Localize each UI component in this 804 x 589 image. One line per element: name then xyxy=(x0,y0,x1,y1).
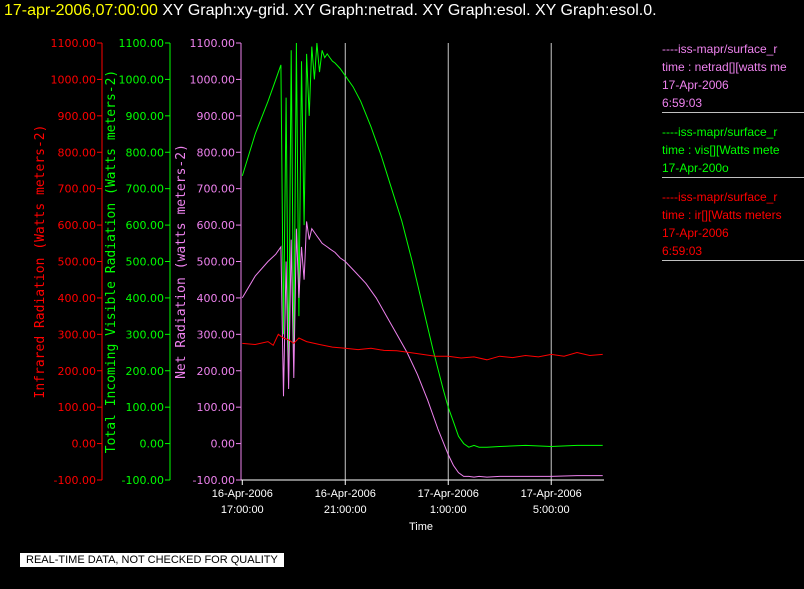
y-tick-label: 500.00 xyxy=(58,256,97,269)
y-tick-label: 800.00 xyxy=(58,146,97,159)
y-tick-label: 300.00 xyxy=(197,328,236,341)
quality-note: REAL-TIME DATA, NOT CHECKED FOR QUALITY xyxy=(19,552,285,568)
y-tick-label: 800.00 xyxy=(197,146,236,159)
series-layer xyxy=(241,42,603,478)
title-bar: 17-apr-2006,07:00:00 XY Graph:xy-grid. X… xyxy=(4,2,657,20)
x-tick-label: 1:00:00 xyxy=(430,504,467,516)
graph-list-label: XY Graph:xy-grid. XY Graph:netrad. XY Gr… xyxy=(162,2,657,19)
legend-text: ----iss-mapr/surface_r xyxy=(662,125,778,139)
y-tick-label: 500.00 xyxy=(126,256,165,269)
y-tick-label: 1100.00 xyxy=(119,37,165,50)
series-line xyxy=(242,333,603,361)
y-tick-label: -100.00 xyxy=(193,474,235,487)
y-tick-label: -100.00 xyxy=(122,474,164,487)
y-tick-label: 900.00 xyxy=(197,110,236,123)
timestamp-label: 17-apr-2006,07:00:00 xyxy=(4,2,158,19)
legend-text: time : ir[][Watts meters xyxy=(662,208,782,222)
y-tick-label: 300.00 xyxy=(126,328,165,341)
x-tick-label: 16-Apr-2006 xyxy=(315,488,376,500)
y-tick-label: 700.00 xyxy=(197,183,236,196)
y-tick-label: 600.00 xyxy=(197,219,236,232)
legend-text: 17-Apr-2006 xyxy=(662,78,729,92)
y-tick-label: 200.00 xyxy=(197,365,236,378)
x-tick-label: 17:00:00 xyxy=(221,504,264,516)
x-tick-label: 17-Apr-2006 xyxy=(418,488,479,500)
legend-text: time : netrad[][watts me xyxy=(662,60,787,74)
x-tick-label: 21:00:00 xyxy=(324,504,367,516)
x-axis-title: Time xyxy=(409,521,433,533)
legend-text: 6:59:03 xyxy=(662,96,703,110)
y-tick-label: 900.00 xyxy=(126,110,165,123)
y-tick-label: 1100.00 xyxy=(190,37,236,50)
y-tick-label: 100.00 xyxy=(58,401,97,414)
y-tick-label: 300.00 xyxy=(58,328,97,341)
y-tick-label: 1000.00 xyxy=(190,73,236,86)
y-tick-label: 1000.00 xyxy=(119,73,165,86)
y-tick-label: 200.00 xyxy=(126,365,165,378)
y-tick-label: 700.00 xyxy=(58,183,97,196)
y-tick-label: 100.00 xyxy=(197,401,236,414)
y-tick-label: 1000.00 xyxy=(51,73,97,86)
y-tick-label: 1100.00 xyxy=(51,37,97,50)
axes: 1100.00 1000.00 900.00 800.00 700.00 600.00 50… xyxy=(33,37,604,533)
x-tick-label: 5:00:00 xyxy=(533,504,570,516)
series-line xyxy=(241,221,603,478)
y-tick-label: -100.00 xyxy=(54,474,96,487)
y-tick-label: 700.00 xyxy=(126,183,165,196)
y-axis-title: Total Incoming Visible Radiation (Watts … xyxy=(104,70,119,454)
y-axis-title: Net Radiation (watts meters-2) xyxy=(174,144,189,379)
y-tick-label: 500.00 xyxy=(197,256,236,269)
grid xyxy=(344,43,552,480)
legend-text: time : vis[][Watts mete xyxy=(662,143,780,157)
legend-text: ----iss-mapr/surface_r xyxy=(662,190,778,204)
legend-text: 6:59:03 xyxy=(662,244,703,258)
y-tick-label: 0.00 xyxy=(211,438,236,451)
x-tick-label: 16-Apr-2006 xyxy=(212,488,273,500)
legend-text: 17-Apr-200o xyxy=(662,161,729,175)
y-axis-title: Infrared Radiation (Watts meters-2) xyxy=(33,125,48,399)
y-tick-label: 100.00 xyxy=(126,401,165,414)
legend-text: ----iss-mapr/surface_r xyxy=(662,42,778,56)
legend-text: 17-Apr-2006 xyxy=(662,226,729,240)
y-tick-label: 900.00 xyxy=(58,110,97,123)
y-tick-label: 600.00 xyxy=(126,219,165,232)
series-line xyxy=(241,42,603,448)
y-tick-label: 400.00 xyxy=(58,292,97,305)
y-tick-label: 400.00 xyxy=(197,292,236,305)
y-tick-label: 800.00 xyxy=(126,146,165,159)
y-tick-label: 600.00 xyxy=(58,219,97,232)
y-tick-label: 0.00 xyxy=(72,438,97,451)
y-tick-label: 0.00 xyxy=(140,438,165,451)
y-tick-label: 200.00 xyxy=(58,365,97,378)
y-tick-label: 400.00 xyxy=(126,292,165,305)
x-tick-label: 17-Apr-2006 xyxy=(521,488,582,500)
